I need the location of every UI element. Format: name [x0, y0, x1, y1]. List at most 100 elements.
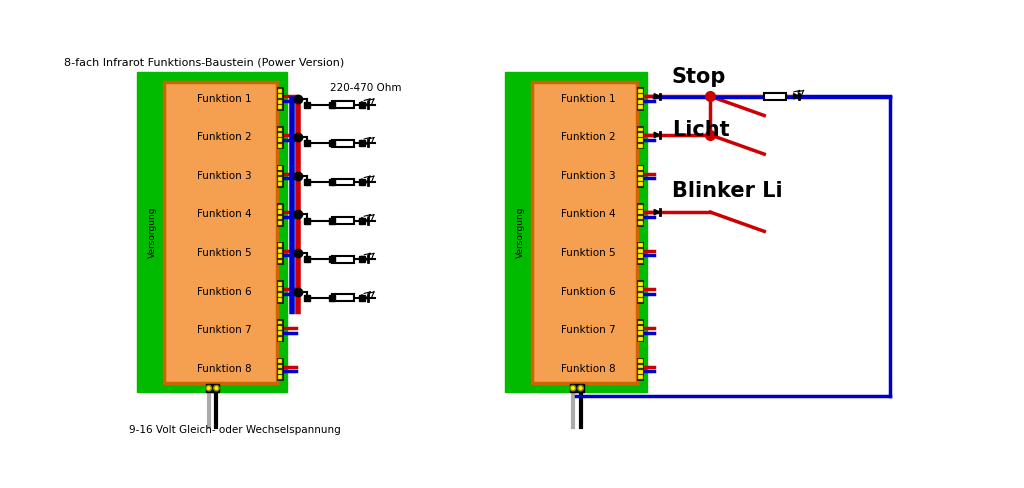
- Bar: [638, 127, 643, 131]
- Bar: [278, 244, 283, 247]
- Bar: [638, 260, 643, 264]
- Bar: [278, 287, 283, 291]
- Bar: [276, 126, 283, 148]
- Bar: [278, 282, 283, 286]
- Polygon shape: [361, 102, 368, 108]
- Bar: [638, 221, 643, 225]
- Text: Funktion 4: Funktion 4: [197, 209, 252, 220]
- Bar: [638, 210, 643, 214]
- Bar: [278, 254, 283, 258]
- Bar: [638, 337, 643, 341]
- Text: Versorgung: Versorgung: [147, 206, 157, 258]
- Polygon shape: [361, 218, 368, 224]
- Text: Funktion 2: Funktion 2: [197, 132, 252, 142]
- Bar: [637, 203, 643, 225]
- Circle shape: [206, 386, 211, 391]
- Bar: [278, 205, 283, 209]
- Bar: [278, 365, 283, 368]
- Bar: [638, 370, 643, 374]
- Bar: [638, 172, 643, 175]
- Bar: [278, 177, 283, 181]
- Circle shape: [214, 386, 219, 391]
- Bar: [637, 126, 643, 148]
- Bar: [638, 216, 643, 220]
- Bar: [278, 375, 283, 379]
- Bar: [637, 281, 643, 303]
- Bar: [278, 172, 283, 175]
- Bar: [637, 164, 643, 187]
- Bar: [278, 94, 283, 98]
- Polygon shape: [361, 179, 368, 185]
- Bar: [278, 89, 283, 93]
- Bar: [569, 384, 584, 392]
- Bar: [278, 293, 283, 297]
- Circle shape: [578, 386, 584, 391]
- Bar: [278, 326, 283, 330]
- Bar: [638, 244, 643, 247]
- Bar: [638, 287, 643, 291]
- Text: Funktion 5: Funktion 5: [561, 248, 615, 258]
- Text: Funktion 2: Funktion 2: [561, 132, 615, 142]
- Bar: [278, 221, 283, 225]
- Bar: [637, 358, 643, 380]
- Text: Funktion 7: Funktion 7: [561, 325, 615, 335]
- Text: Funktion 5: Funktion 5: [197, 248, 252, 258]
- Bar: [333, 294, 354, 301]
- Bar: [638, 205, 643, 209]
- Bar: [638, 133, 643, 137]
- Text: Funktion 8: Funktion 8: [561, 364, 615, 374]
- Bar: [137, 72, 287, 392]
- Bar: [333, 102, 354, 108]
- Bar: [637, 319, 643, 342]
- Polygon shape: [654, 132, 659, 138]
- Text: 8-fach Infrarot Funktions-Baustein (Power Version): 8-fach Infrarot Funktions-Baustein (Powe…: [63, 58, 344, 68]
- Text: Funktion 3: Funktion 3: [197, 171, 252, 181]
- Bar: [278, 166, 283, 170]
- Bar: [638, 105, 643, 109]
- Bar: [278, 210, 283, 214]
- Bar: [333, 256, 354, 263]
- Text: Blinker Li: Blinker Li: [672, 181, 782, 201]
- Text: Funktion 6: Funktion 6: [197, 286, 252, 297]
- Bar: [276, 87, 283, 110]
- Bar: [764, 93, 785, 100]
- Bar: [278, 105, 283, 109]
- Bar: [276, 203, 283, 225]
- Bar: [278, 127, 283, 131]
- Bar: [278, 133, 283, 137]
- Bar: [278, 260, 283, 264]
- Bar: [278, 321, 283, 325]
- Bar: [638, 326, 643, 330]
- Bar: [638, 293, 643, 297]
- Bar: [638, 282, 643, 286]
- Bar: [333, 140, 354, 147]
- Bar: [278, 298, 283, 302]
- Bar: [164, 81, 276, 383]
- Polygon shape: [361, 140, 368, 146]
- Text: Licht: Licht: [672, 120, 729, 140]
- Bar: [278, 216, 283, 220]
- Polygon shape: [654, 94, 659, 99]
- Polygon shape: [361, 256, 368, 262]
- Bar: [638, 177, 643, 181]
- Bar: [637, 242, 643, 264]
- Text: Funktion 3: Funktion 3: [561, 171, 615, 181]
- Bar: [638, 183, 643, 186]
- Bar: [638, 139, 643, 142]
- Bar: [638, 166, 643, 170]
- Bar: [276, 242, 283, 264]
- Text: Funktion 4: Funktion 4: [561, 209, 615, 220]
- Bar: [276, 164, 283, 187]
- Bar: [278, 359, 283, 363]
- Bar: [278, 144, 283, 147]
- Text: Versorgung: Versorgung: [516, 206, 524, 258]
- Bar: [638, 359, 643, 363]
- Text: Funktion 6: Funktion 6: [561, 286, 615, 297]
- Bar: [278, 139, 283, 142]
- Bar: [638, 365, 643, 368]
- Bar: [278, 370, 283, 374]
- Bar: [333, 179, 354, 185]
- Bar: [637, 87, 643, 110]
- Bar: [505, 72, 647, 392]
- Bar: [276, 358, 283, 380]
